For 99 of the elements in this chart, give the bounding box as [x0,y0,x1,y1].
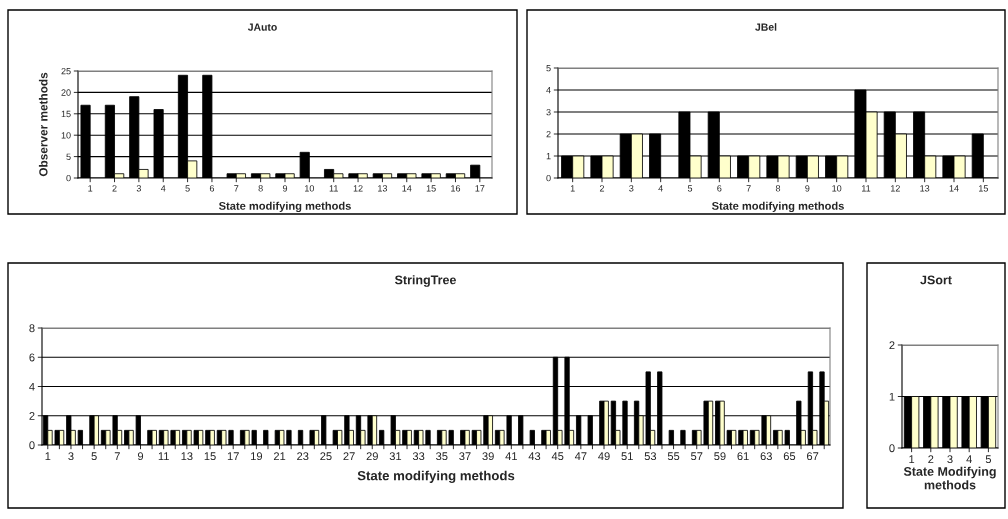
y-tick-label: 25 [61,67,71,75]
x-tick-label: 15 [204,452,216,461]
y-tick-label: 2 [29,412,35,420]
x-tick-label: 5 [687,185,693,192]
x-tick-label: 49 [598,452,610,461]
x-tick-label: 9 [805,185,810,192]
x-tick-label: 19 [251,452,263,461]
x-tick-label: 1 [88,185,93,192]
x-tick-label: 8 [775,185,781,192]
y-tick-label: 15 [61,110,71,118]
x-tick-label: 2 [112,185,117,192]
x-tick-label: 14 [949,185,959,192]
x-tick-label: 11 [158,452,169,460]
y-tick-label: 0 [29,441,35,450]
x-tick-label: 6 [209,185,215,192]
x-tick-label: 3 [136,185,141,192]
y-tick-label: 0 [889,444,895,453]
x-tick-label: 15 [979,185,988,192]
chart-title: StringTree [394,275,456,287]
x-tick-label: 5 [185,185,190,192]
y-tick-label: 10 [61,132,71,139]
x-tick-label: 3 [629,185,634,192]
x-tick-label: 1 [45,452,51,460]
x-tick-label: 4 [658,185,663,192]
x-tick-label: 47 [574,452,587,460]
x-tick-label: 7 [114,452,120,460]
x-tick-label: 4 [966,455,972,463]
x-tick-label: 61 [737,452,749,461]
x-tick-label: 8 [258,185,263,192]
y-tick-label: 4 [546,87,551,94]
chart-title: JAuto [247,23,277,31]
x-tick-label: 41 [505,452,517,460]
x-tick-label: 35 [436,452,448,461]
y-tick-label: 2 [546,130,551,138]
x-tick-label: 10 [305,185,315,192]
x-tick-label: 5 [91,452,97,461]
x-tick-label: 9 [282,185,288,192]
x-tick-label: 65 [783,452,796,461]
x-tick-label: 63 [760,452,772,461]
y-tick-label: 6 [29,353,35,362]
y-tick-label: 3 [546,108,551,116]
x-tick-label: 11 [329,185,338,192]
x-tick-label: 1 [570,185,575,192]
x-tick-label: 59 [714,452,726,461]
x-axis-title: State modifying methods [357,470,515,483]
y-tick-label: 20 [61,89,71,96]
x-tick-label: 33 [412,452,425,461]
x-tick-label: 55 [667,452,680,461]
x-tick-label: 57 [691,452,703,461]
x-tick-label: 27 [343,452,355,460]
x-tick-label: 7 [746,185,751,192]
x-tick-label: 13 [378,185,388,192]
x-tick-label: 45 [551,452,564,461]
y-tick-label: 4 [29,382,35,391]
x-tick-label: 14 [402,185,412,192]
x-tick-label: 53 [644,452,657,461]
x-tick-label: 2 [599,185,605,192]
x-tick-label: 25 [320,452,332,461]
x-tick-label: 51 [621,452,633,461]
x-tick-label: 29 [366,452,378,461]
y-tick-label: 0 [66,174,71,182]
x-tick-label: 4 [160,185,166,192]
x-axis-title: State Modifying methods [903,466,996,490]
x-tick-label: 43 [528,452,541,461]
x-tick-label: 9 [137,452,144,461]
chart-title: JBel [755,23,777,31]
x-tick-label: 17 [227,452,239,460]
y-axis-title: Observer methods [38,72,48,177]
x-tick-label: 1 [909,455,915,463]
x-tick-label: 17 [475,185,485,192]
x-tick-label: 6 [717,185,722,192]
x-tick-label: 23 [297,452,309,461]
x-tick-label: 67 [807,452,819,461]
x-tick-label: 7 [234,185,239,192]
y-tick-label: 8 [29,324,35,333]
y-tick-label: 2 [889,341,895,350]
x-tick-label: 3 [947,455,953,464]
x-tick-label: 13 [920,185,930,192]
x-tick-label: 11 [862,185,871,192]
x-tick-label: 13 [181,452,193,461]
x-tick-label: 21 [273,452,286,460]
x-axis-title: State modifying methods [218,201,351,213]
x-tick-label: 39 [482,452,494,461]
chart-title: JSort [920,275,952,285]
x-tick-label: 15 [426,185,436,192]
x-tick-label: 12 [891,185,900,192]
x-tick-label: 5 [985,455,992,464]
x-tick-label: 16 [451,185,461,192]
y-tick-label: 5 [546,65,551,72]
x-tick-label: 12 [353,185,363,192]
x-tick-label: 31 [389,452,402,461]
x-tick-label: 37 [459,452,471,461]
y-tick-label: 0 [546,174,551,182]
y-tick-label: 1 [546,153,551,160]
x-axis-title: State modifying methods [711,201,844,213]
y-tick-label: 5 [66,153,71,160]
x-tick-label: 10 [832,185,842,192]
y-tick-label: 1 [889,392,895,401]
x-tick-label: 2 [928,455,934,463]
